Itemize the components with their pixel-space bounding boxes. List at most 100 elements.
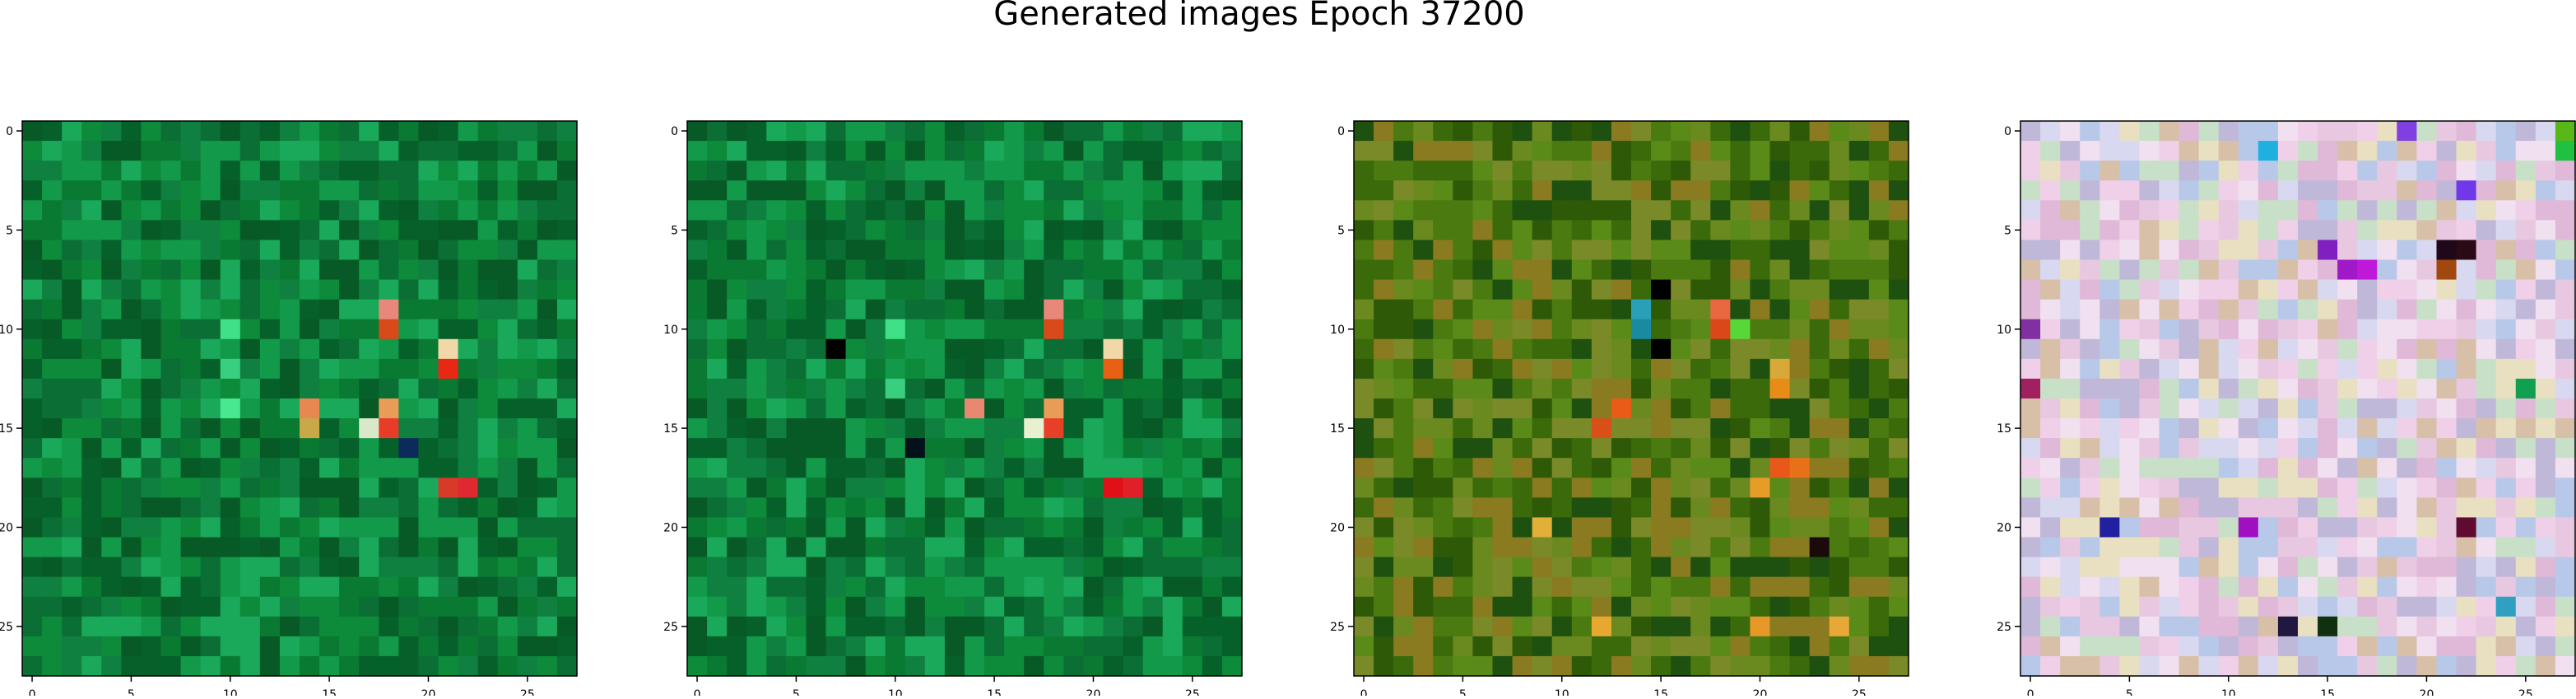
pixel-cell (438, 438, 459, 459)
pixel-cell (1868, 121, 1890, 142)
pixel-cell (359, 358, 379, 380)
pixel-cell (81, 200, 102, 221)
pixel-cell (477, 378, 499, 399)
pixel-cell (766, 517, 787, 538)
pixel-cell (239, 338, 261, 360)
pixel-cell (1651, 418, 1672, 439)
pixel-cell (2020, 180, 2041, 201)
pixel-cell (300, 517, 320, 538)
pixel-cell (537, 141, 558, 161)
pixel-cell (2119, 418, 2141, 439)
pixel-cell (1750, 259, 1771, 281)
pixel-cell (2238, 497, 2259, 519)
pixel-cell (1472, 319, 1494, 340)
pixel-cell (379, 121, 399, 142)
pixel-cell (556, 121, 578, 142)
pixel-cell (2298, 180, 2318, 201)
pixel-cell (1004, 121, 1025, 142)
pixel-cell (1374, 220, 1394, 241)
pixel-cell (1162, 319, 1183, 340)
pixel-cell (81, 438, 102, 459)
pixel-cell (1690, 338, 1711, 360)
pixel-cell (1591, 616, 1612, 637)
pixel-cell (2456, 240, 2477, 261)
pixel-cell (2436, 418, 2457, 439)
pixel-cell (1433, 616, 1453, 637)
pixel-cell (2377, 279, 2397, 301)
pixel-cell (2198, 517, 2220, 538)
pixel-cell (2159, 557, 2180, 578)
pixel-cell (1162, 517, 1183, 538)
pixel-cell (279, 616, 300, 637)
pixel-cell (1888, 497, 1909, 519)
pixel-cell (2080, 378, 2100, 399)
pixel-cell (1393, 338, 1414, 360)
pixel-cell (121, 338, 142, 360)
pixel-cell (279, 161, 300, 181)
pixel-cell (300, 398, 320, 419)
pixel-cell (1182, 141, 1203, 161)
pixel-cell (1221, 497, 1243, 519)
pixel-cell (865, 180, 886, 201)
pixel-cell (141, 220, 162, 241)
pixel-cell (2416, 398, 2438, 419)
pixel-cell (2099, 279, 2120, 301)
pixel-cell (1433, 438, 1453, 459)
pixel-cell (1162, 299, 1183, 320)
pixel-cell (1433, 576, 1453, 598)
pixel-cell (517, 240, 538, 261)
pixel-cell (2060, 576, 2081, 598)
pixel-cell (1063, 616, 1085, 637)
pixel-cell (2257, 418, 2279, 439)
pixel-cell (1063, 478, 1085, 498)
pixel-cell (687, 338, 708, 360)
pixel-cell (438, 478, 459, 498)
pixel-cell (517, 299, 538, 320)
pixel-cell (1512, 358, 1533, 380)
pixel-cell (2298, 358, 2318, 380)
pixel-cell (2139, 517, 2160, 538)
pixel-cell (141, 180, 162, 201)
pixel-cell (2298, 438, 2318, 459)
pixel-cell (1750, 220, 1771, 241)
pixel-cell (1671, 616, 1691, 637)
pixel-cell (1453, 161, 1474, 181)
pixel-cell (924, 458, 946, 478)
pixel-cell (2515, 220, 2536, 241)
pixel-cell (1083, 478, 1104, 498)
pixel-cell (806, 497, 827, 519)
pixel-cell (1393, 161, 1414, 181)
pixel-cell (746, 438, 767, 459)
pixel-cell (22, 299, 43, 320)
pixel-cell (766, 478, 787, 498)
pixel-cell (458, 319, 479, 340)
pixel-cell (2218, 478, 2239, 498)
pixel-cell (746, 478, 767, 498)
pixel-cell (924, 557, 946, 578)
pixel-cell (1182, 161, 1203, 181)
pixel-cell (865, 279, 886, 301)
pixel-cell (1730, 200, 1751, 221)
pixel-cell (279, 141, 300, 161)
pixel-cell (904, 141, 926, 161)
pixel-cell (2476, 537, 2497, 558)
pixel-cell (2040, 557, 2061, 578)
pixel-cell (1162, 161, 1183, 181)
pixel-cell (1004, 338, 1025, 360)
pixel-cell (2080, 557, 2100, 578)
pixel-cell (2159, 299, 2180, 320)
pixel-cell (1142, 358, 1164, 380)
pixel-cell (2099, 655, 2120, 677)
pixel-cell (2298, 259, 2318, 281)
pixel-cell (101, 655, 122, 677)
pixel-cell (1651, 458, 1672, 478)
pixel-cell (885, 576, 906, 598)
pixel-cell (517, 616, 538, 637)
pixel-cell (1750, 458, 1771, 478)
pixel-cell (517, 478, 538, 498)
pixel-cell (121, 378, 142, 399)
pixel-cell (2397, 200, 2418, 221)
pixel-cell (944, 200, 965, 221)
pixel-cell (1769, 378, 1791, 399)
pixel-cell (22, 378, 43, 399)
